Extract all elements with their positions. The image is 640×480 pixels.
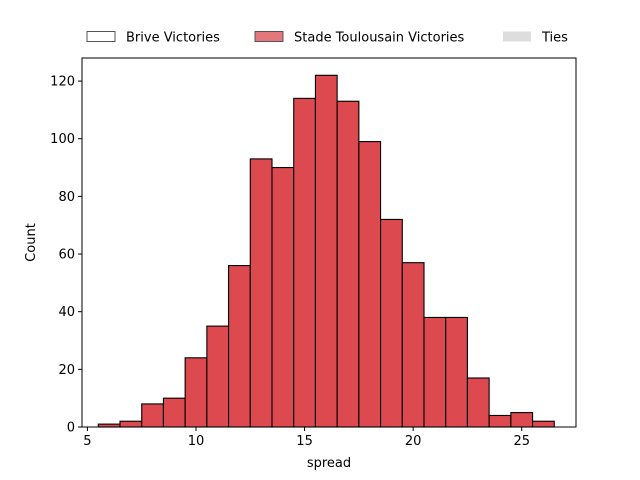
histogram-bar [336, 100, 360, 428]
legend: Brive Victories Stade Toulousain Victorie… [86, 31, 568, 46]
y-axis-label: Count [24, 223, 39, 262]
x-tick-label: 10 [188, 434, 205, 449]
histogram-bar [358, 141, 382, 428]
y-tick-label: 100 [50, 132, 75, 147]
histogram-bar [510, 412, 534, 428]
x-axis: 5 10 15 20 25 [83, 427, 530, 449]
histogram-bar [423, 316, 447, 428]
histogram-bar [401, 262, 425, 428]
x-tick-label: 5 [83, 434, 91, 449]
plot-area-frame [81, 57, 577, 428]
y-tick-label: 40 [58, 305, 75, 320]
y-axis: 0 20 40 60 80 100 120 [50, 75, 82, 436]
y-tick-label: 60 [58, 248, 75, 263]
histogram-bar [162, 397, 186, 428]
legend-swatch [254, 31, 284, 42]
legend-label: Ties [541, 31, 568, 46]
histogram-bar [488, 414, 512, 428]
legend-label: Brive Victories [126, 31, 220, 46]
histogram-bar [249, 158, 273, 428]
legend-label: Stade Toulousain Victories [294, 31, 465, 46]
histogram-bar [141, 403, 164, 428]
x-axis-label: spread [307, 456, 351, 471]
histogram-bar [184, 357, 208, 428]
histogram-bar [293, 97, 316, 428]
y-tick-label: 0 [67, 421, 75, 436]
x-tick-label: 15 [296, 434, 313, 449]
histogram-bar [119, 420, 143, 428]
y-tick-label: 80 [58, 190, 75, 205]
histogram-bar [228, 265, 251, 428]
histogram-bar [445, 316, 468, 428]
histogram-bar [314, 74, 338, 428]
histogram-bar [206, 325, 230, 428]
legend-swatch [503, 31, 531, 42]
y-tick-label: 120 [50, 75, 75, 90]
x-tick-label: 25 [513, 434, 530, 449]
histogram-bar [380, 218, 403, 428]
y-tick-label: 20 [58, 363, 75, 378]
histogram-bar [466, 377, 490, 428]
x-tick-label: 20 [405, 434, 422, 449]
legend-swatch [86, 31, 116, 42]
histogram-bar [271, 166, 295, 428]
histogram-bar [532, 420, 555, 428]
